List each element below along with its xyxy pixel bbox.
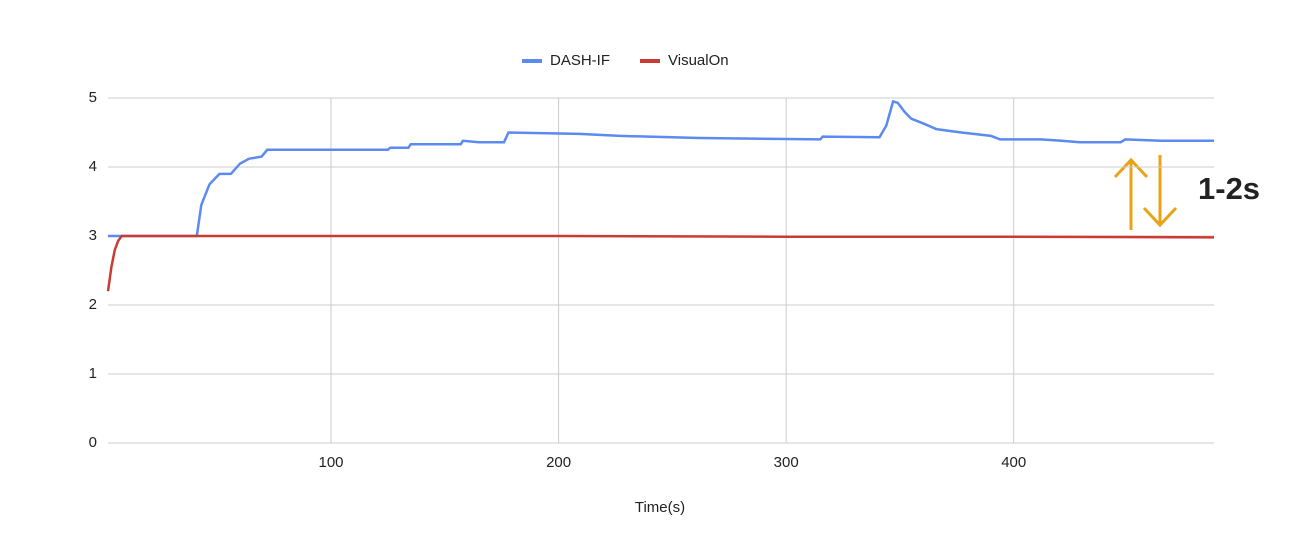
x-axis-title: Time(s) [635,499,685,516]
y-tick-label: 4 [89,158,97,175]
legend-label: VisualOn [668,52,729,69]
y-tick-label: 1 [89,365,97,382]
legend-label: DASH-IF [550,52,610,69]
series-line [108,99,1214,238]
annotation-arrows [1113,155,1178,230]
y-tick-label: 2 [89,296,97,313]
annotation: 1-2s [1198,171,1260,206]
series-line [106,234,1215,292]
y-tick-label: 5 [89,89,97,106]
x-tick-label: 300 [774,454,799,471]
x-tick-label: 400 [1001,454,1026,471]
down-arrow [1142,155,1178,228]
x-tick-label: 200 [546,454,571,471]
y-tick-label: 3 [89,227,97,244]
up-arrow [1113,157,1149,230]
y-tick-label: 0 [89,434,97,451]
x-tick-label: 100 [319,454,344,471]
